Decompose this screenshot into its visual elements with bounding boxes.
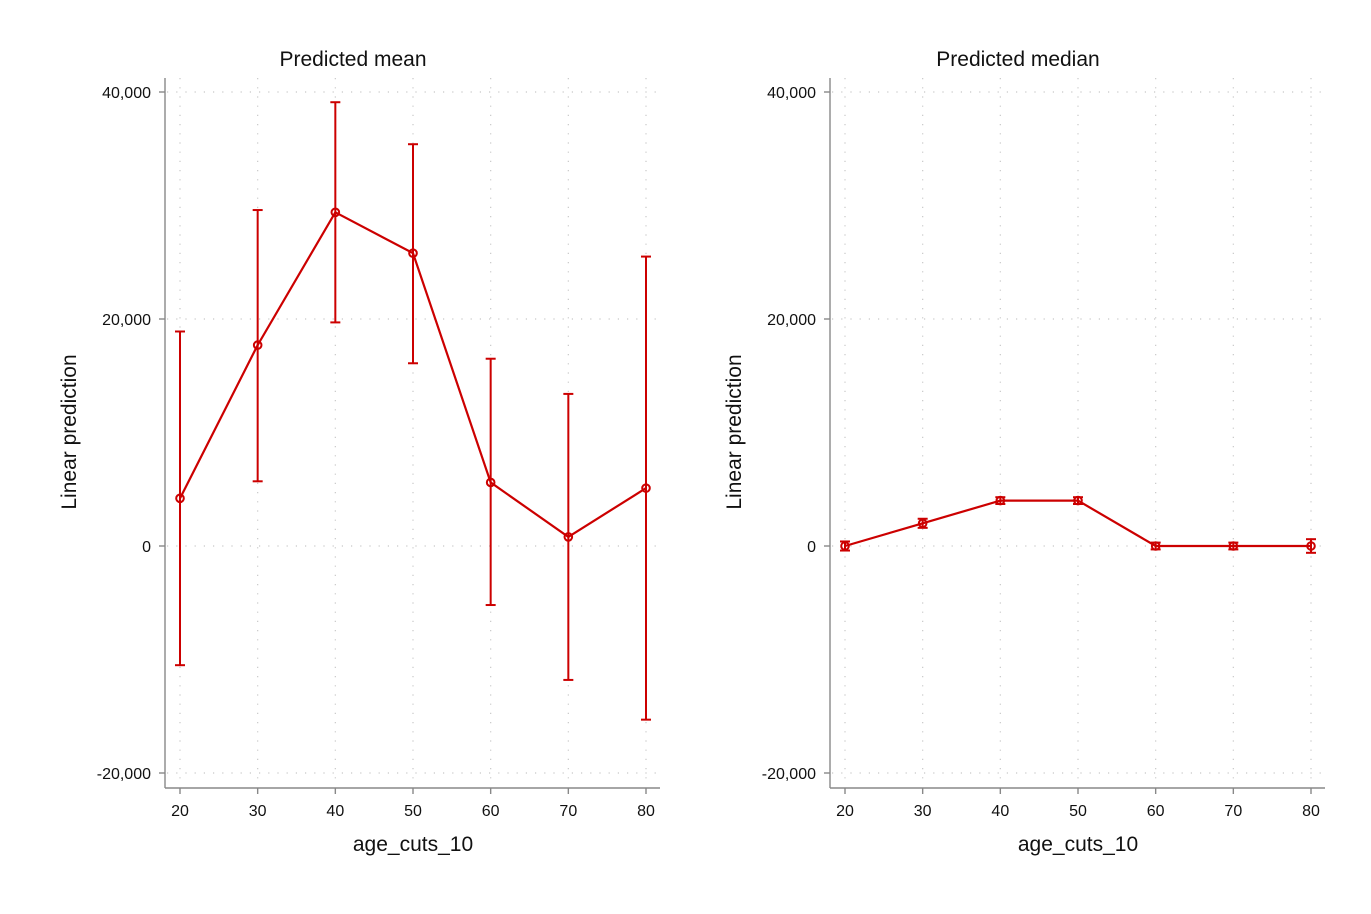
data-point — [1073, 495, 1083, 506]
panel-2-plot-marks — [840, 495, 1316, 554]
panel-2-axes — [829, 78, 1325, 789]
y-tick-label: 40,000 — [102, 85, 151, 102]
panel-1-x-axis-title: age_cuts_10 — [353, 833, 473, 856]
x-tick-label: 70 — [559, 803, 577, 820]
panel-predicted-mean: Predicted mean age_cuts_10 Linear predic… — [58, 48, 660, 856]
panel-predicted-median: Predicted median age_cuts_10 Linear pred… — [723, 48, 1325, 856]
x-tick-label: 40 — [991, 803, 1009, 820]
x-tick-label: 20 — [171, 803, 189, 820]
x-tick-label: 50 — [1069, 803, 1087, 820]
x-tick-label: 30 — [249, 803, 267, 820]
data-point — [917, 518, 928, 529]
panel-1-ticks: -20,000 0 20,000 40,000 20 30 40 50 60 70 80 — [97, 85, 655, 820]
y-tick-label: 20,000 — [102, 312, 151, 329]
data-point — [641, 483, 651, 493]
data-point — [995, 495, 1006, 506]
data-point — [1228, 541, 1239, 551]
data-point — [840, 541, 850, 551]
data-point — [330, 207, 341, 218]
x-tick-label: 60 — [1147, 803, 1165, 820]
y-tick-label: 20,000 — [767, 312, 816, 329]
panel-2-x-axis-title: age_cuts_10 — [1018, 833, 1138, 856]
y-tick-label: -20,000 — [97, 766, 151, 783]
x-tick-label: 80 — [1302, 803, 1320, 820]
series-line — [179, 210, 647, 539]
y-tick-label: 0 — [807, 539, 816, 556]
data-point — [175, 493, 185, 504]
x-tick-label: 20 — [836, 803, 854, 820]
panel-1-title: Predicted mean — [279, 48, 426, 71]
panel-2-y-axis-title: Linear prediction — [723, 354, 746, 509]
panel-2-gridlines — [832, 78, 1325, 786]
data-point — [1150, 541, 1161, 551]
series-line — [844, 499, 1311, 548]
y-tick-label: 40,000 — [767, 85, 816, 102]
panel-1-y-axis-title: Linear prediction — [58, 354, 81, 509]
data-point — [408, 248, 418, 258]
data-point — [563, 532, 574, 542]
x-tick-label: 30 — [914, 803, 932, 820]
x-tick-label: 80 — [637, 803, 655, 820]
panel-2-ticks: -20,000 0 20,000 40,000 20 30 40 50 60 70 80 — [762, 85, 1320, 820]
y-tick-label: -20,000 — [762, 766, 816, 783]
x-tick-label: 50 — [404, 803, 422, 820]
y-tick-label: 0 — [142, 539, 151, 556]
data-point — [485, 477, 496, 488]
data-point — [1306, 541, 1316, 551]
x-tick-label: 40 — [326, 803, 344, 820]
panel-2-title: Predicted median — [936, 48, 1099, 71]
data-point — [252, 340, 263, 350]
panel-1-plot-marks — [175, 101, 651, 721]
x-tick-label: 70 — [1224, 803, 1242, 820]
x-tick-label: 60 — [482, 803, 500, 820]
